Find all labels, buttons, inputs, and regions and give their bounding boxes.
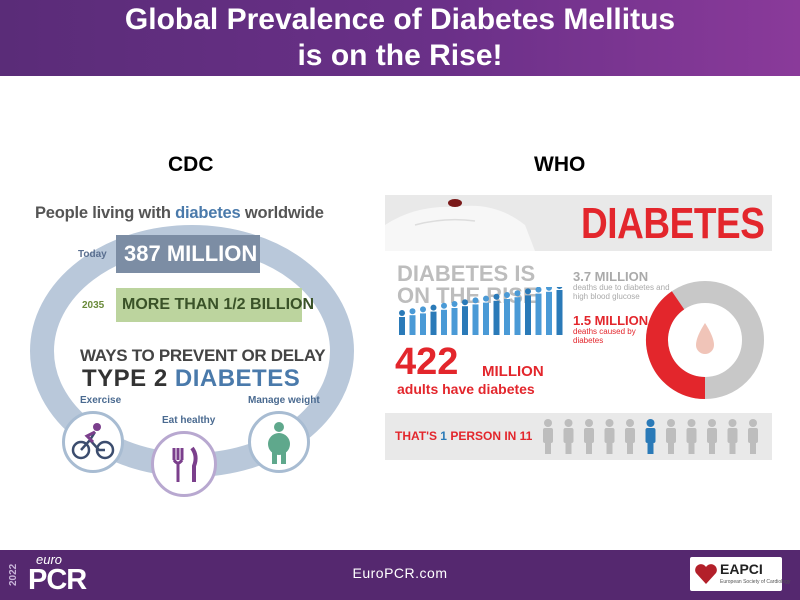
slide-title-line1: Global Prevalence of Diabetes Mellitus bbox=[124, 3, 676, 36]
crowd-person-icon bbox=[420, 306, 426, 335]
deaths-donut-chart bbox=[646, 281, 764, 399]
crowd-person-icon bbox=[504, 292, 510, 335]
who-adults-text: adults have diabetes bbox=[397, 381, 535, 397]
person-icon bbox=[666, 419, 676, 454]
logo-euro: euro bbox=[36, 552, 63, 567]
crowd-person-icon bbox=[493, 293, 500, 335]
who-ratio-prefix: THAT'S bbox=[395, 429, 441, 443]
eapci-subtitle: European Society of Cardiology bbox=[720, 579, 791, 585]
europcr-logo: PCR bbox=[28, 564, 87, 596]
ways-heading-line1: WAYS TO PREVENT OR DELAY bbox=[80, 346, 326, 365]
who-deaths-caused-desc: deaths caused by diabetes bbox=[573, 327, 636, 345]
who-deaths-total: 3.7 MILLION bbox=[573, 269, 649, 284]
future-value-bar: MORE THAN 1/2 BILLION bbox=[116, 288, 314, 322]
future-label: 2035 bbox=[82, 300, 105, 311]
who-ratio-text: THAT'S 1 PERSON IN 11 bbox=[395, 429, 532, 443]
crowd-person-icon bbox=[409, 308, 416, 335]
tip-label-manage-weight: Manage weight bbox=[248, 395, 320, 406]
heart-icon bbox=[695, 564, 717, 584]
person-icon bbox=[584, 419, 594, 454]
fork-knife-icon bbox=[151, 431, 217, 497]
person-icon bbox=[707, 419, 717, 454]
person-icon bbox=[563, 419, 574, 454]
footer-bar: 2022 euro PCR EuroPCR.com bbox=[0, 550, 800, 600]
person-icon bbox=[748, 419, 758, 454]
person-icon bbox=[625, 419, 635, 454]
eapci-logo: EAPCI European Society of Cardiology bbox=[690, 557, 790, 591]
who-big-number: 422 bbox=[395, 341, 459, 383]
who-rise-line2: ON THE RISE bbox=[397, 283, 538, 308]
tip-label-eat-healthy: Eat healthy bbox=[162, 415, 216, 426]
crowd-person-icon bbox=[399, 310, 405, 335]
person-icon bbox=[727, 419, 738, 454]
who-rise-text: DIABETES IS ON THE RISE bbox=[397, 263, 538, 307]
bicycle-icon bbox=[62, 411, 124, 473]
donut-arc-caused bbox=[646, 291, 706, 399]
who-big-unit: MILLION bbox=[482, 363, 544, 380]
cdc-headline-suffix: worldwide bbox=[240, 204, 324, 222]
crowd-person-icon bbox=[451, 301, 458, 335]
ways-heading-prefix: TYPE 2 bbox=[82, 365, 175, 392]
today-label: Today bbox=[78, 249, 107, 260]
who-ratio-bar: THAT'S 1 PERSON IN 11 bbox=[385, 413, 772, 460]
who-infographic: DIABETES DIABETES IS ON THE RISE 422 MIL… bbox=[385, 195, 772, 460]
ways-heading-highlight: DIABETES bbox=[174, 365, 301, 392]
cdc-headline-prefix: People living with bbox=[35, 204, 176, 222]
person-icon bbox=[543, 419, 553, 454]
who-rise-line1: DIABETES IS bbox=[397, 261, 536, 286]
crowd-person-icon bbox=[472, 297, 479, 335]
finger-drop-icon bbox=[385, 199, 535, 251]
cdc-headline-highlight: diabetes bbox=[175, 204, 241, 222]
blood-drop-icon bbox=[696, 323, 714, 354]
who-ratio-number: 1 bbox=[440, 429, 447, 443]
slide-title: Global Prevalence of Diabetes Mellitus i… bbox=[0, 0, 800, 76]
slide-title-line2: is on the Rise! bbox=[297, 39, 503, 72]
footer-url-link[interactable]: EuroPCR.com bbox=[352, 565, 448, 581]
person-highlighted-icon bbox=[645, 419, 656, 454]
person-icon bbox=[604, 419, 615, 454]
crowd-person-icon bbox=[462, 299, 468, 335]
cdc-infographic: People living with diabetes worldwide To… bbox=[20, 195, 365, 500]
crowd-person-icon bbox=[483, 295, 489, 335]
crowd-person-icon bbox=[441, 302, 447, 335]
rising-crowd-icon bbox=[399, 287, 563, 335]
eapci-name: EAPCI bbox=[720, 561, 763, 577]
who-deaths-total-desc: deaths due to diabetes and high blood gl… bbox=[573, 283, 670, 301]
person-icon bbox=[686, 419, 697, 454]
ways-heading-line2: TYPE 2 DIABETES bbox=[82, 365, 300, 393]
person-row-icons bbox=[543, 419, 758, 454]
crowd-person-icon bbox=[535, 287, 542, 335]
tip-label-exercise: Exercise bbox=[80, 395, 122, 406]
who-title: DIABETES bbox=[581, 199, 765, 248]
today-value-bar: 387 MILLION bbox=[116, 235, 260, 273]
crowd-person-icon bbox=[525, 288, 531, 335]
crowd-person-icon bbox=[546, 287, 552, 335]
cdc-section-label: CDC bbox=[168, 153, 214, 176]
who-deaths-caused: 1.5 MILLION bbox=[573, 313, 649, 328]
crowd-person-icon bbox=[514, 290, 521, 335]
cdc-headline: People living with diabetes worldwide bbox=[35, 204, 324, 223]
who-banner: DIABETES bbox=[385, 195, 772, 251]
crowd-person-icon bbox=[430, 304, 437, 335]
who-ratio-suffix: PERSON IN 11 bbox=[446, 429, 533, 443]
person-weight-icon bbox=[248, 411, 310, 473]
crowd-person-icon bbox=[556, 287, 563, 335]
who-section-label: WHO bbox=[534, 153, 586, 176]
